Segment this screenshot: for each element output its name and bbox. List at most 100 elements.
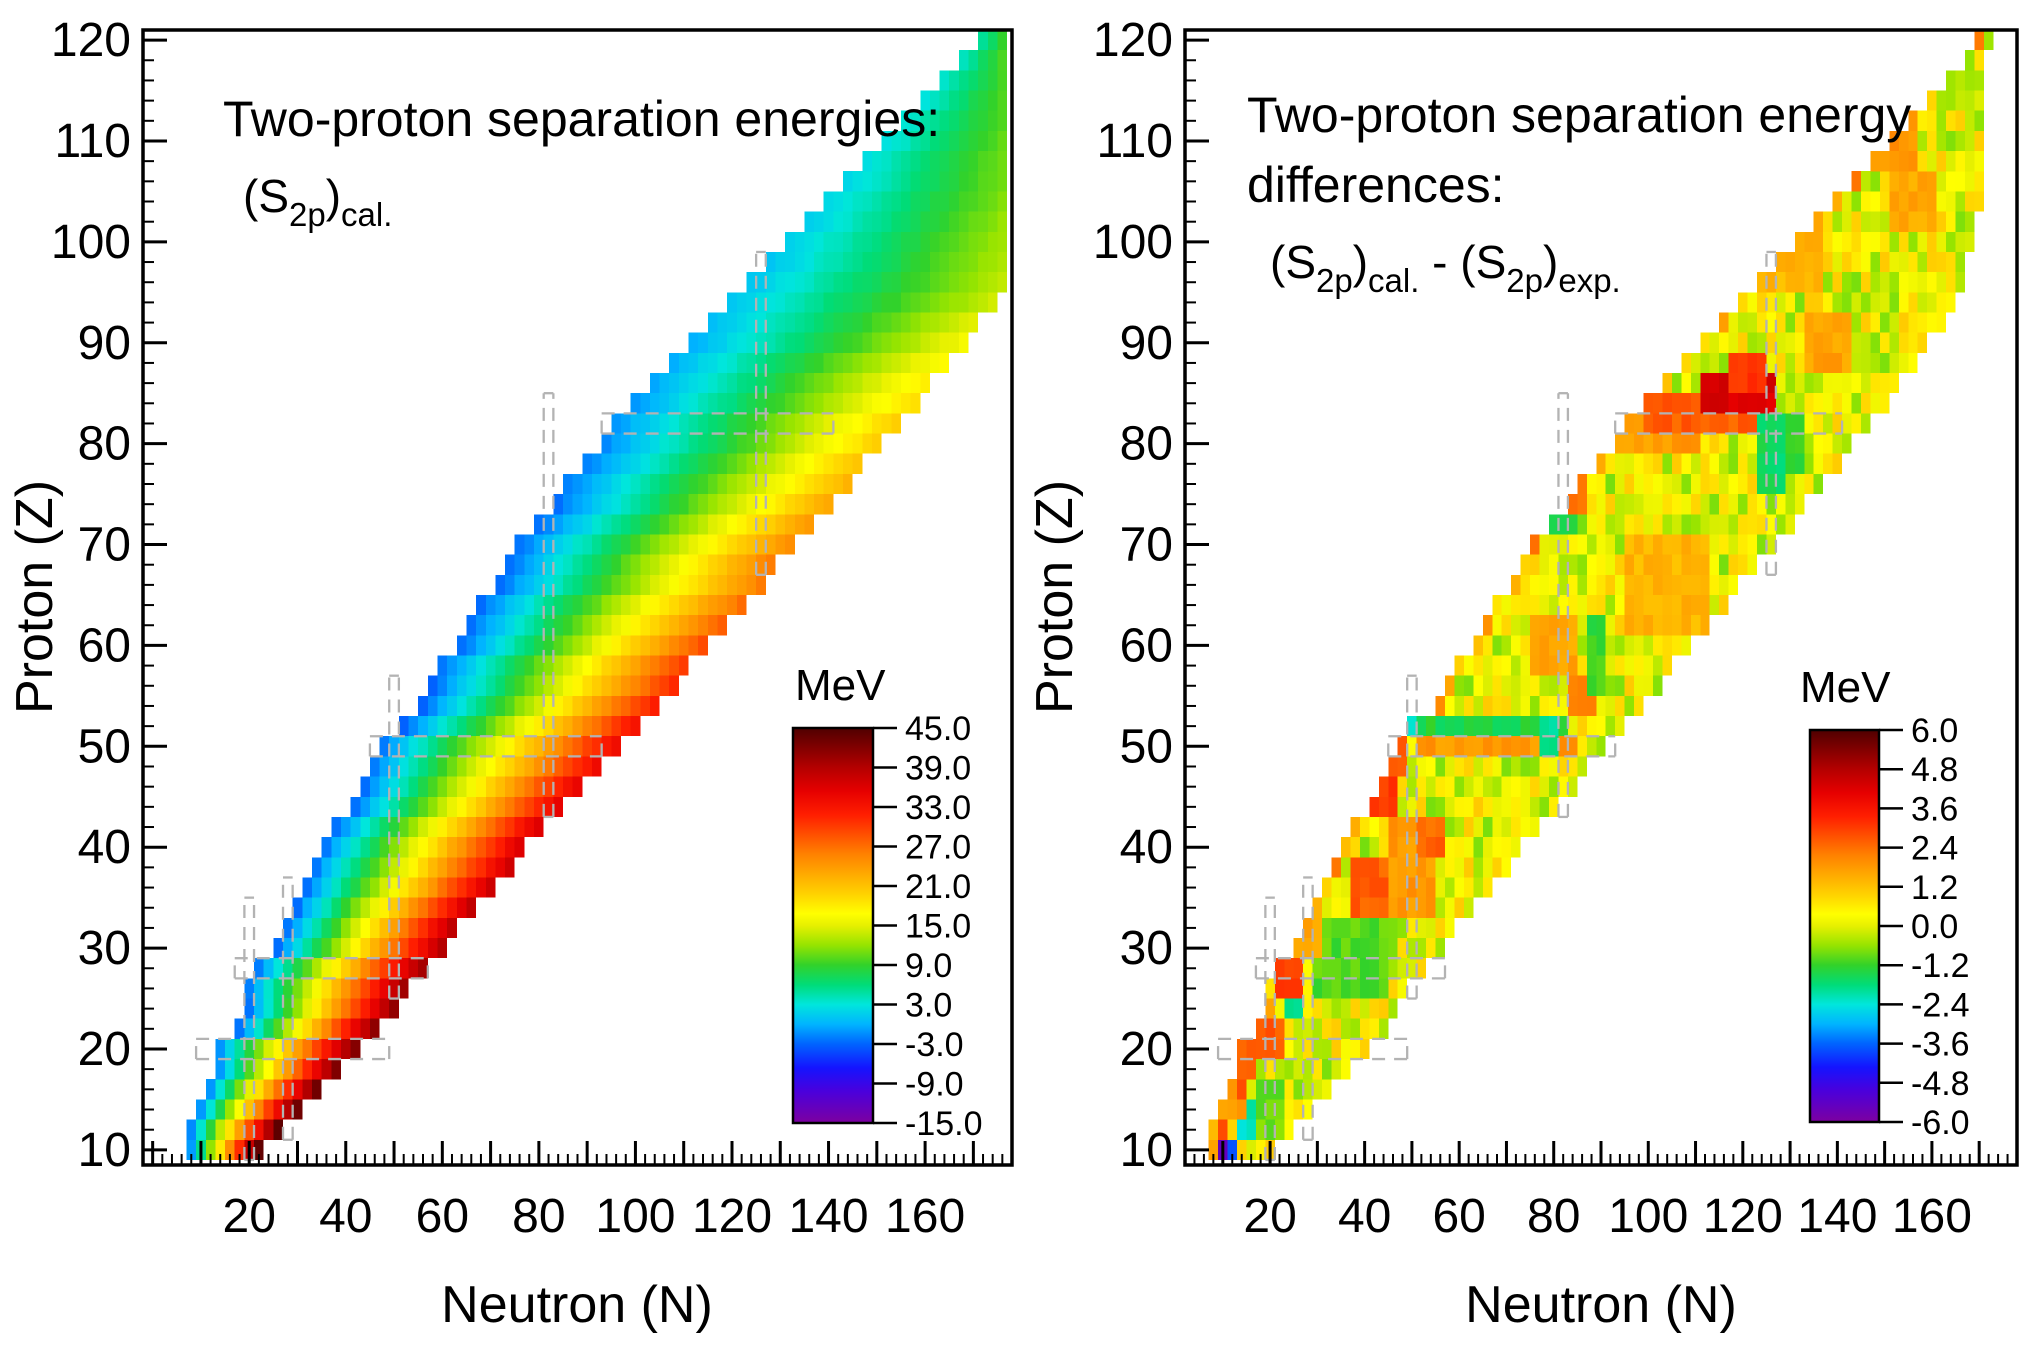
heatmap-cell <box>698 635 708 656</box>
heatmap-cell <box>630 594 641 616</box>
heatmap-cell <box>804 211 815 232</box>
heatmap-cell <box>350 1038 361 1060</box>
heatmap-cell <box>1331 1059 1341 1080</box>
heatmap-cell <box>485 655 496 676</box>
heatmap-cell <box>1823 393 1833 414</box>
heatmap-cell <box>427 695 438 717</box>
heatmap-cell <box>379 756 390 777</box>
heatmap-cell <box>263 1099 274 1120</box>
heatmap-cell <box>1955 231 1965 252</box>
heatmap-cell <box>1369 917 1379 938</box>
heatmap-cell <box>1492 736 1502 757</box>
heatmap-cell <box>1520 756 1531 777</box>
heatmap-cell <box>1757 373 1767 394</box>
heatmap-cell <box>1775 292 1786 313</box>
heatmap-cell <box>456 635 467 656</box>
heatmap-cell <box>1643 655 1653 676</box>
heatmap-cell <box>331 1018 341 1039</box>
heatmap-cell <box>1653 655 1663 676</box>
heatmap-cell <box>900 151 911 172</box>
heatmap-cell <box>186 1139 197 1160</box>
heatmap-cell <box>485 615 496 636</box>
heatmap-cell <box>1643 494 1653 515</box>
heatmap-cell <box>1577 675 1587 696</box>
heatmap-cell <box>1861 211 1871 232</box>
heatmap-cell <box>1861 393 1871 414</box>
heatmap-cell <box>1681 433 1691 454</box>
heatmap-cell <box>997 251 1008 273</box>
heatmap-cell <box>1719 574 1729 595</box>
heatmap-cell <box>1851 171 1861 192</box>
heatmap-cell <box>514 534 525 555</box>
heatmap-cell <box>669 514 679 535</box>
heatmap-cell <box>1889 292 1899 313</box>
heatmap-cell <box>1861 312 1871 333</box>
heatmap-cell <box>736 554 747 575</box>
heatmap-cell <box>1634 473 1644 495</box>
heatmap-cell <box>794 413 805 434</box>
heatmap-cell <box>234 1059 245 1080</box>
heatmap-cell <box>1804 332 1814 353</box>
heatmap-cell <box>1369 1018 1379 1039</box>
heatmap-cell <box>591 736 602 757</box>
heatmap-cell <box>1539 534 1549 555</box>
heatmap-cell <box>1946 231 1956 252</box>
heatmap-cell <box>369 978 380 999</box>
heatmap-cell <box>1246 1119 1256 1140</box>
heatmap-cell <box>746 574 757 595</box>
heatmap-cell <box>1539 635 1549 656</box>
heatmap-cell <box>727 453 737 474</box>
heatmap-cell <box>804 433 815 454</box>
heatmap-cell <box>292 917 303 938</box>
heatmap-cell <box>1983 30 1994 51</box>
heatmap-cell <box>1728 433 1739 454</box>
heatmap-cell <box>1709 433 1720 454</box>
colorbar-tick-label: 0.0 <box>1911 908 1958 946</box>
heatmap-cell <box>543 534 554 555</box>
heatmap-cell <box>1530 796 1540 817</box>
heatmap-cell <box>1671 413 1682 434</box>
heatmap-cell <box>447 776 457 797</box>
heatmap-cell <box>611 716 621 737</box>
heatmap-cell <box>563 473 573 495</box>
heatmap-cell <box>292 1038 303 1060</box>
heatmap-cell <box>871 312 882 333</box>
heatmap-cell <box>707 413 718 434</box>
heatmap-cell <box>1378 837 1389 858</box>
heatmap-cell <box>843 251 853 273</box>
heatmap-cell <box>408 938 419 959</box>
heatmap-cell <box>1889 151 1899 172</box>
heatmap-cell <box>1539 716 1549 737</box>
heatmap-cell <box>331 958 341 979</box>
heatmap-cell <box>1454 796 1464 817</box>
heatmap-cell <box>1917 292 1928 313</box>
heatmap-cell <box>350 1018 361 1039</box>
heatmap-cell <box>292 958 303 979</box>
heatmap-cell <box>1501 837 1512 858</box>
heatmap-cell <box>1615 534 1625 555</box>
heatmap-cell <box>1861 332 1871 353</box>
heatmap-cell <box>1794 292 1805 313</box>
heatmap-cell <box>1407 897 1417 918</box>
heatmap-cell <box>360 837 370 858</box>
heatmap-cell <box>756 494 766 515</box>
heatmap-cell <box>843 312 853 333</box>
heatmap-cell <box>949 292 959 313</box>
colorbar-tick-label: -3.6 <box>1911 1026 1970 1064</box>
heatmap-cell <box>1577 473 1587 495</box>
heatmap-cell <box>1501 615 1512 636</box>
heatmap-cell <box>669 393 679 414</box>
heatmap-cell <box>505 615 515 636</box>
heatmap-cell <box>1416 857 1427 878</box>
heatmap-cell <box>1766 393 1776 414</box>
heatmap-cell <box>1615 494 1625 515</box>
heatmap-cell <box>1303 978 1313 999</box>
heatmap-cell <box>466 716 477 737</box>
heatmap-cell <box>456 857 467 878</box>
heatmap-cell <box>814 494 824 515</box>
heatmap-cell <box>1350 837 1360 858</box>
heatmap-cell <box>1624 453 1635 474</box>
heatmap-cell <box>543 695 554 717</box>
heatmap-cell <box>920 352 930 374</box>
heatmap-cell <box>389 917 399 938</box>
